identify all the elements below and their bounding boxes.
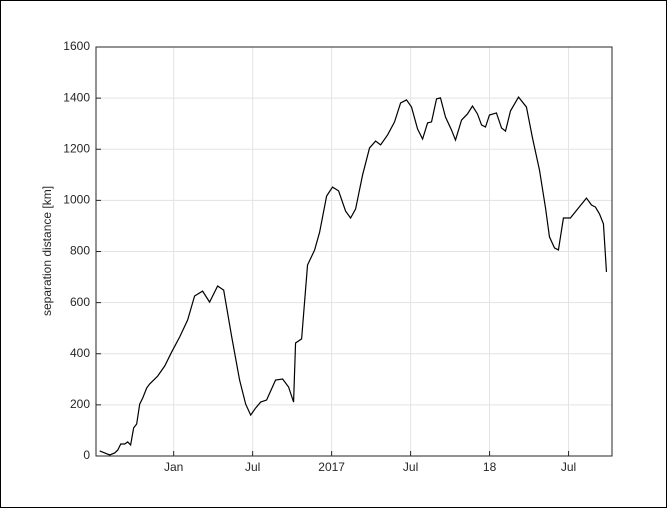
data-line: [99, 96, 608, 456]
y-tick-label: 800: [70, 244, 90, 258]
x-tick-label: Jul: [403, 460, 418, 474]
x-tick-label: Jul: [561, 460, 576, 474]
x-tick-label: 18: [483, 460, 497, 474]
y-tick-label: 1000: [63, 193, 90, 207]
y-tick-label: 1600: [63, 39, 90, 53]
x-tick-label: Jan: [164, 460, 183, 474]
x-tick-label: 2017: [318, 460, 345, 474]
y-tick-label: 0: [83, 448, 90, 462]
y-tick-label: 1400: [63, 90, 90, 104]
y-axis-label: separation distance [km]: [40, 186, 54, 316]
y-tick-label: 400: [70, 346, 90, 360]
y-tick-label: 200: [70, 397, 90, 411]
y-tick-label: 600: [70, 295, 90, 309]
axes-box: [95, 46, 613, 457]
x-tick-label: Jul: [245, 460, 260, 474]
y-tick-label: 1200: [63, 141, 90, 155]
